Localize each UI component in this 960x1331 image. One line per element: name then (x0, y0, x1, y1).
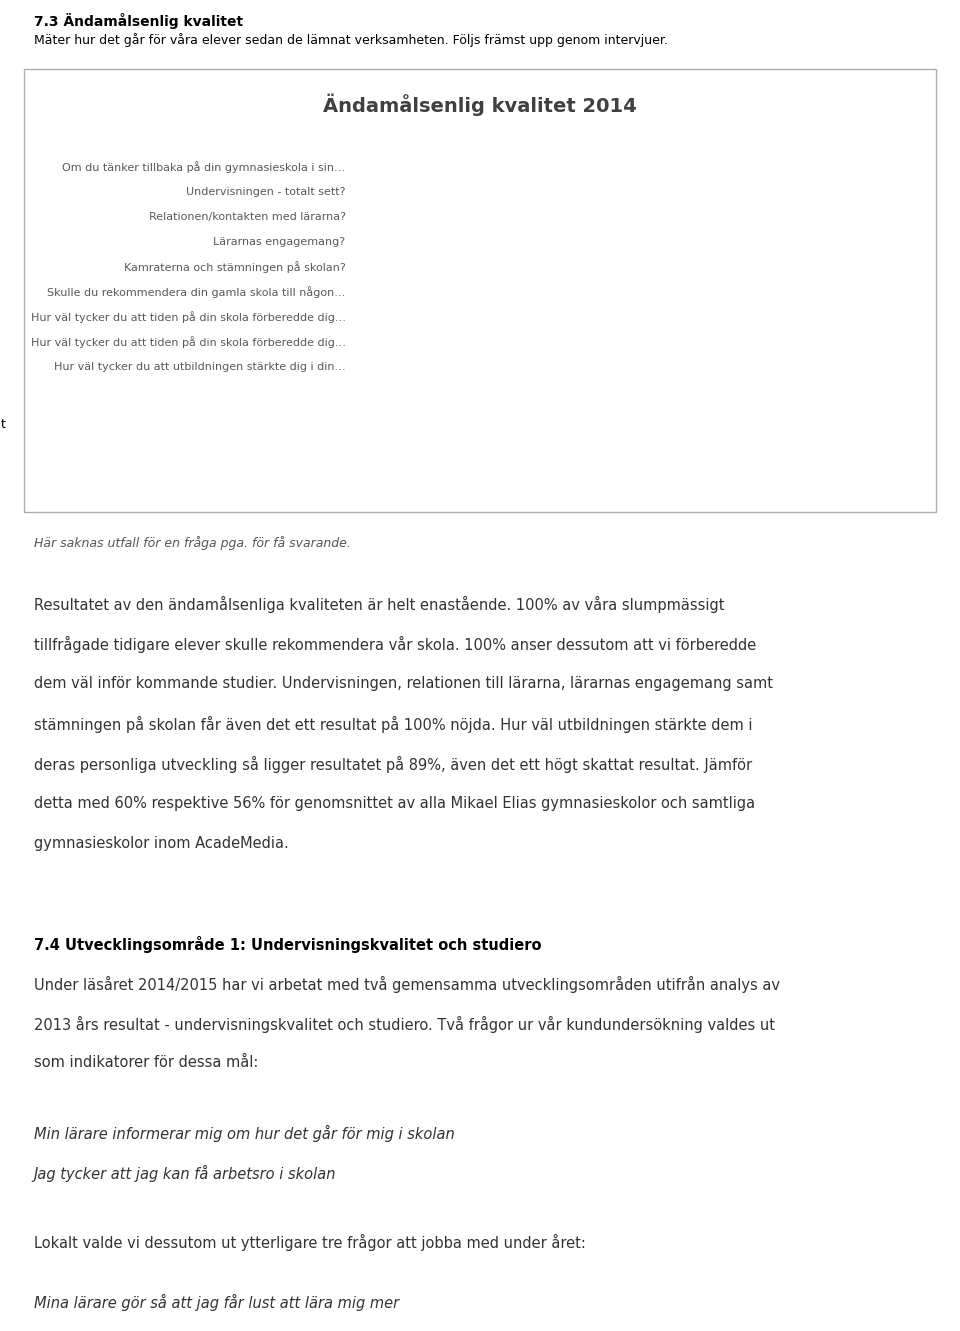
Text: 40%: 40% (563, 337, 586, 347)
Text: Mäter hur det går för våra elever sedan de lämnat verksamheten. Följs främst upp: Mäter hur det går för våra elever sedan … (34, 33, 667, 47)
Legend: Skola, MEG totalt, AcadeMedia Gymnasium: Skola, MEG totalt, AcadeMedia Gymnasium (0, 413, 216, 437)
Bar (355, 363, 661, 370)
Text: Resultatet av den ändamålsenliga kvaliteten är helt enastående. 100% av våra slu: Resultatet av den ändamålsenliga kvalite… (34, 596, 724, 614)
Bar (355, 194, 677, 201)
Bar (355, 157, 866, 164)
Text: stämningen på skolan får även det ett resultat på 100% nöjda. Hur väl utbildning: stämningen på skolan får även det ett re… (34, 716, 752, 733)
Text: 85%: 85% (792, 262, 815, 272)
Text: 89%: 89% (813, 355, 836, 366)
Text: Lokalt valde vi dessutom ut ytterligare tre frågor att jobba med under året:: Lokalt valde vi dessutom ut ytterligare … (34, 1234, 586, 1251)
Bar (355, 233, 866, 238)
Text: 100%: 100% (869, 281, 899, 290)
Bar (355, 370, 641, 377)
Bar (355, 257, 866, 264)
Text: Skulle du rekommendera din gamla skola till någon…: Skulle du rekommendera din gamla skola t… (47, 286, 346, 298)
Bar (355, 220, 764, 226)
Text: Ändamålsenlig kvalitet 2014: Ändamålsenlig kvalitet 2014 (324, 93, 636, 116)
Bar (355, 289, 738, 295)
Text: deras personliga utveckling så ligger resultatet på 89%, även det ett högt skatt: deras personliga utveckling så ligger re… (34, 756, 752, 773)
Text: 7.4 Utvecklingsområde 1: Undervisningskvalitet och studiero: 7.4 Utvecklingsområde 1: Undervisningskv… (34, 936, 541, 953)
Text: Undervisningen - totalt sett?: Undervisningen - totalt sett? (186, 186, 346, 197)
Text: Lärarnas engagemang?: Lärarnas engagemang? (213, 237, 346, 246)
Text: dem väl inför kommande studier. Undervisningen, relationen till lärarna, lärarna: dem väl inför kommande studier. Undervis… (34, 676, 773, 691)
Bar (355, 282, 866, 289)
Text: 82%: 82% (777, 161, 800, 172)
Bar (355, 270, 749, 276)
Text: Om du tänker tillbaka på din gymnasieskola i sin…: Om du tänker tillbaka på din gymnasiesko… (62, 161, 346, 173)
Bar (355, 338, 560, 345)
Text: 100%: 100% (869, 306, 899, 315)
Text: Här saknas utfall för en fråga pga. för få svarande.: Här saknas utfall för en fråga pga. för … (34, 536, 350, 550)
Text: 2013 års resultat - undervisningskvalitet och studiero. Två frågor ur vår kundun: 2013 års resultat - undervisningskvalite… (34, 1016, 775, 1033)
Text: Under läsåret 2014/2015 har vi arbetat med två gemensamma utvecklingsområden uti: Under läsåret 2014/2015 har vi arbetat m… (34, 976, 780, 993)
Text: 100%: 100% (869, 230, 899, 241)
Text: 60%: 60% (664, 362, 687, 371)
Text: 68%: 68% (706, 293, 729, 303)
Text: Hur väl tycker du att tiden på din skola förberedde dig…: Hur väl tycker du att tiden på din skola… (31, 335, 346, 347)
Bar (355, 345, 529, 351)
Text: 63%: 63% (680, 168, 703, 178)
Text: som indikatorer för dessa mål:: som indikatorer för dessa mål: (34, 1055, 258, 1070)
Text: 89%: 89% (813, 212, 836, 222)
Bar (355, 238, 820, 245)
Text: Min lärare informerar mig om hur det går för mig i skolan: Min lärare informerar mig om hur det går… (34, 1125, 454, 1142)
Text: 54%: 54% (634, 318, 657, 327)
Bar (355, 208, 866, 213)
Bar (355, 307, 866, 314)
Text: 87%: 87% (803, 186, 826, 197)
Text: tillfrågade tidigare elever skulle rekommendera vår skola. 100% anser dessutom a: tillfrågade tidigare elever skulle rekom… (34, 636, 756, 654)
Bar (355, 314, 718, 319)
Text: Jag tycker att jag kan få arbetsro i skolan: Jag tycker att jag kan få arbetsro i sko… (34, 1165, 336, 1182)
Text: Mina lärare gör så att jag får lust att lära mig mer: Mina lärare gör så att jag får lust att … (34, 1294, 398, 1311)
Text: 80%: 80% (767, 218, 790, 228)
Text: 100%: 100% (869, 156, 899, 165)
Text: 34%: 34% (532, 343, 555, 353)
Bar (355, 164, 775, 170)
Text: 63%: 63% (680, 193, 703, 202)
Text: 0%: 0% (358, 330, 374, 341)
Text: 71%: 71% (721, 311, 744, 322)
Bar (355, 182, 866, 189)
Text: 75%: 75% (741, 286, 764, 297)
Text: Hur väl tycker du att tiden på din skola förberedde dig…: Hur väl tycker du att tiden på din skola… (31, 311, 346, 322)
Bar (355, 213, 810, 220)
Text: detta med 60% respektive 56% för genomsnittet av alla Mikael Elias gymnasieskolo: detta med 60% respektive 56% för genomsn… (34, 796, 755, 811)
Bar (355, 319, 632, 326)
Bar (355, 358, 810, 363)
Text: 100%: 100% (869, 205, 899, 216)
Bar (355, 189, 800, 194)
Bar (355, 170, 677, 176)
Text: 7.3 Ändamålsenlig kvalitet: 7.3 Ändamålsenlig kvalitet (34, 13, 243, 29)
Bar (355, 264, 790, 270)
Text: 91%: 91% (823, 237, 846, 246)
Text: Hur väl tycker du att utbildningen stärkte dig i din…: Hur väl tycker du att utbildningen stärk… (54, 362, 346, 371)
Text: 75%: 75% (741, 244, 764, 253)
Text: 56%: 56% (644, 369, 667, 378)
Text: gymnasieskolor inom AcadeMedia.: gymnasieskolor inom AcadeMedia. (34, 836, 288, 851)
Text: 100%: 100% (869, 181, 899, 190)
Text: Kamraterna och stämningen på skolan?: Kamraterna och stämningen på skolan? (124, 261, 346, 273)
Text: 77%: 77% (752, 268, 775, 278)
Text: 100%: 100% (869, 256, 899, 265)
Bar (355, 295, 703, 301)
Text: Relationen/kontakten med lärarna?: Relationen/kontakten med lärarna? (149, 212, 346, 222)
Bar (355, 245, 738, 252)
